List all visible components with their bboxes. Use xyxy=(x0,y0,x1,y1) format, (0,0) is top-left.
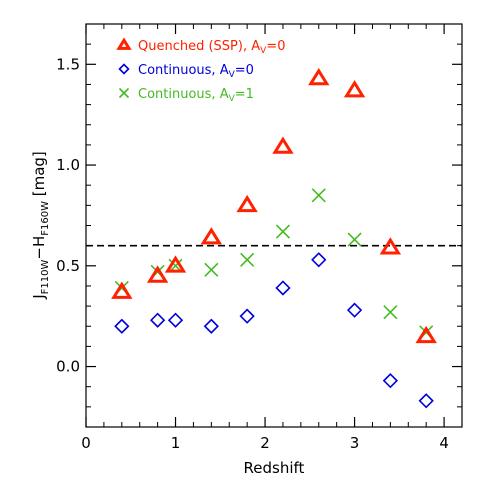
y-tick-label: 1.5 xyxy=(56,55,80,73)
y-tick-label: 0.0 xyxy=(56,358,80,376)
diamond-marker xyxy=(203,318,219,334)
diamond-marker xyxy=(311,252,327,268)
data-points xyxy=(111,67,437,409)
diamond-marker xyxy=(418,393,434,409)
triangle-marker xyxy=(236,194,258,213)
series-1 xyxy=(114,252,434,409)
legend-label: Continuous, AV=0 xyxy=(138,63,254,80)
x-marker xyxy=(311,188,326,203)
diamond-marker xyxy=(239,308,255,324)
x-tick-label: 1 xyxy=(171,434,181,452)
x-marker xyxy=(383,305,398,320)
legend-label: Continuous, AV=1 xyxy=(138,87,254,104)
x-tick-label: 4 xyxy=(439,434,449,452)
triangle-marker xyxy=(415,325,437,344)
triangle-marker xyxy=(308,67,330,86)
x-tick-label: 3 xyxy=(350,434,360,452)
x-marker xyxy=(240,252,255,267)
legend: Quenched (SSP), AV=0 Continuous, AV=0 Cont… xyxy=(116,37,285,104)
x-tick-label: 0 xyxy=(81,434,91,452)
axis-ticks: 0 1 2 3 4 0.0 0.5 1.0 1.5 xyxy=(56,23,463,452)
triangle-marker xyxy=(164,255,187,273)
legend-entry: Continuous, AV=0 xyxy=(118,63,254,80)
legend-entry: Continuous, AV=1 xyxy=(118,87,254,104)
legend-entry: Quenched (SSP), AV=0 xyxy=(116,37,285,56)
triangle-marker xyxy=(272,136,294,154)
x-marker xyxy=(275,224,291,239)
triangle-marker xyxy=(111,281,133,299)
x-marker xyxy=(118,87,130,99)
x-axis-label: Redshift xyxy=(244,459,305,477)
diamond-marker xyxy=(167,312,184,328)
legend-label: Quenched (SSP), AV=0 xyxy=(138,39,285,56)
y-tick-label: 0.5 xyxy=(56,257,80,275)
diamond-marker xyxy=(275,280,291,296)
triangle-marker xyxy=(343,80,366,98)
y-axis-label: JF110W−HF160W [mag] xyxy=(30,151,51,300)
diamond-marker xyxy=(149,312,166,328)
series-2 xyxy=(114,188,434,340)
y-tick-label: 1.0 xyxy=(56,156,80,174)
diamond-marker xyxy=(114,318,130,334)
diamond-marker xyxy=(346,302,363,318)
triangle-marker xyxy=(379,237,402,255)
plot-frame xyxy=(85,23,463,428)
x-marker xyxy=(204,262,219,277)
diamond-marker xyxy=(382,373,399,389)
x-marker xyxy=(347,232,362,247)
triangle-marker xyxy=(200,227,223,245)
triangle-marker xyxy=(146,265,169,283)
series-0 xyxy=(111,67,437,344)
diamond-marker xyxy=(118,63,130,75)
triangle-marker xyxy=(116,37,132,50)
x-tick-label: 2 xyxy=(260,434,270,452)
